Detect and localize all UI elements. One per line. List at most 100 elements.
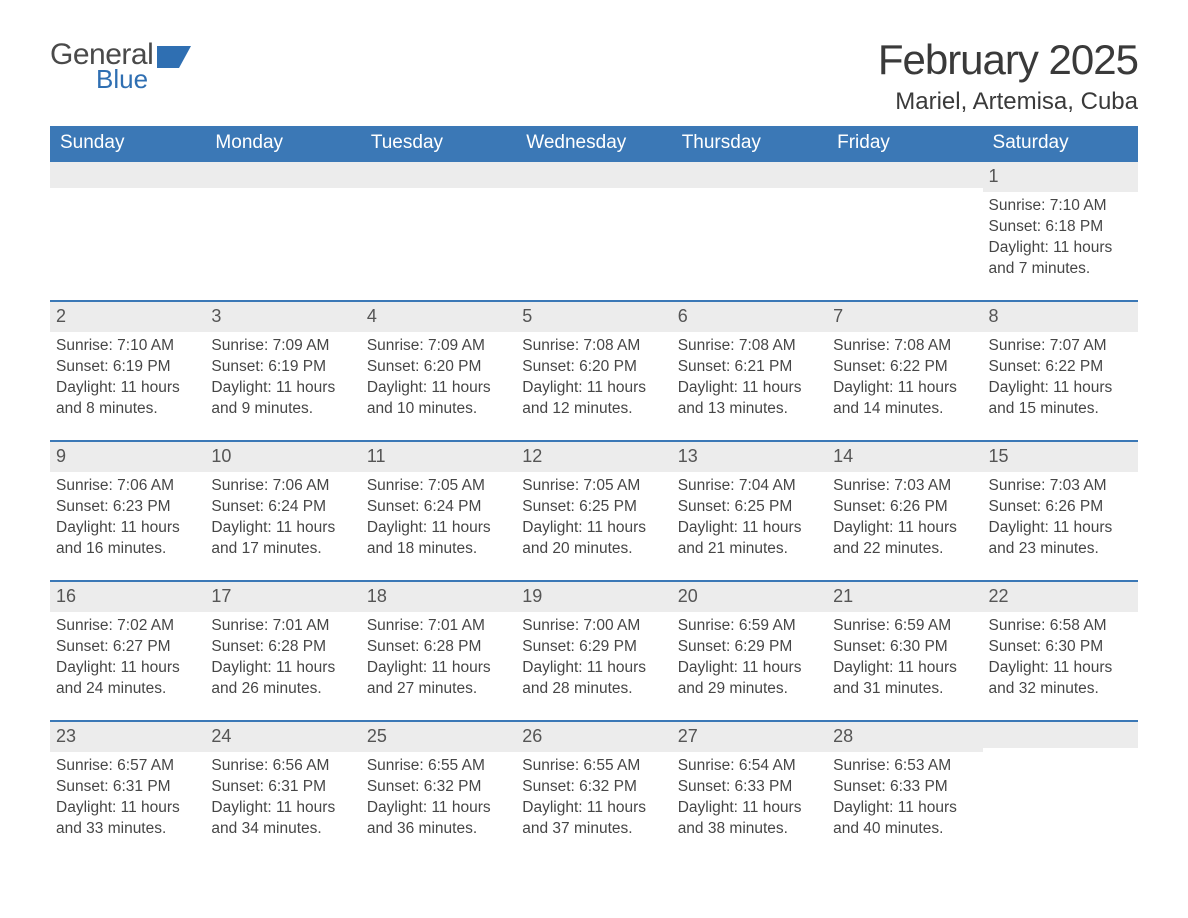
title-block: February 2025 Mariel, Artemisa, Cuba xyxy=(878,36,1138,116)
sunset-line: Sunset: 6:31 PM xyxy=(56,777,199,798)
sunset-line: Sunset: 6:30 PM xyxy=(989,637,1132,658)
daylight-line: Daylight: 11 hours xyxy=(56,798,199,819)
day-number-bar: 14 xyxy=(827,442,982,472)
sunset-line: Sunset: 6:19 PM xyxy=(211,357,354,378)
sunset-line: Sunset: 6:18 PM xyxy=(989,217,1132,238)
weekday-header: Tuesday xyxy=(361,126,516,160)
day-cell: 26Sunrise: 6:55 AMSunset: 6:32 PMDayligh… xyxy=(516,722,671,850)
day-cell: 8Sunrise: 7:07 AMSunset: 6:22 PMDaylight… xyxy=(983,302,1138,430)
day-body: Sunrise: 6:56 AMSunset: 6:31 PMDaylight:… xyxy=(205,752,360,846)
daylight-line: Daylight: 11 hours xyxy=(989,378,1132,399)
day-number: 21 xyxy=(833,586,853,606)
daylight-line: Daylight: 11 hours xyxy=(367,658,510,679)
day-number: 10 xyxy=(211,446,231,466)
weekday-header: Sunday xyxy=(50,126,205,160)
sunrise-line: Sunrise: 6:57 AM xyxy=(56,756,199,777)
daylight-line: Daylight: 11 hours xyxy=(833,658,976,679)
sunrise-line: Sunrise: 7:05 AM xyxy=(522,476,665,497)
day-number: 7 xyxy=(833,306,843,326)
sunset-line: Sunset: 6:30 PM xyxy=(833,637,976,658)
sunrise-line: Sunrise: 7:00 AM xyxy=(522,616,665,637)
day-cell: 7 Sunrise: 7:08 AMSunset: 6:22 PMDaylight… xyxy=(827,302,982,430)
day-number-bar xyxy=(983,722,1138,748)
daylight-line: and 33 minutes. xyxy=(56,819,199,840)
day-cell: 6Sunrise: 7:08 AMSunset: 6:21 PMDaylight… xyxy=(672,302,827,430)
week-row: 1Sunrise: 7:10 AMSunset: 6:18 PMDaylight… xyxy=(50,160,1138,290)
day-number-bar: 19 xyxy=(516,582,671,612)
day-number: 12 xyxy=(522,446,542,466)
sunrise-line: Sunrise: 7:08 AM xyxy=(833,336,976,357)
day-body: Sunrise: 7:09 AMSunset: 6:20 PMDaylight:… xyxy=(361,332,516,426)
sunset-line: Sunset: 6:25 PM xyxy=(678,497,821,518)
day-number: 23 xyxy=(56,726,76,746)
sunset-line: Sunset: 6:20 PM xyxy=(522,357,665,378)
day-cell xyxy=(50,162,205,290)
sunset-line: Sunset: 6:31 PM xyxy=(211,777,354,798)
daylight-line: and 28 minutes. xyxy=(522,679,665,700)
daylight-line: and 34 minutes. xyxy=(211,819,354,840)
day-cell: 18Sunrise: 7:01 AMSunset: 6:28 PMDayligh… xyxy=(361,582,516,710)
day-body: Sunrise: 6:57 AMSunset: 6:31 PMDaylight:… xyxy=(50,752,205,846)
logo: General Blue xyxy=(50,36,191,92)
sunrise-line: Sunrise: 6:59 AM xyxy=(833,616,976,637)
day-cell: 16Sunrise: 7:02 AMSunset: 6:27 PMDayligh… xyxy=(50,582,205,710)
weekday-header-row: SundayMondayTuesdayWednesdayThursdayFrid… xyxy=(50,126,1138,160)
daylight-line: Daylight: 11 hours xyxy=(833,378,976,399)
sunrise-line: Sunrise: 7:03 AM xyxy=(833,476,976,497)
day-body: Sunrise: 6:59 AMSunset: 6:30 PMDaylight:… xyxy=(827,612,982,706)
daylight-line: and 18 minutes. xyxy=(367,539,510,560)
day-number: 14 xyxy=(833,446,853,466)
day-body: Sunrise: 7:09 AMSunset: 6:19 PMDaylight:… xyxy=(205,332,360,426)
day-body: Sunrise: 6:55 AMSunset: 6:32 PMDaylight:… xyxy=(361,752,516,846)
sunset-line: Sunset: 6:22 PM xyxy=(833,357,976,378)
daylight-line: and 27 minutes. xyxy=(367,679,510,700)
day-number-bar: 2 xyxy=(50,302,205,332)
day-cell: 5Sunrise: 7:08 AMSunset: 6:20 PMDaylight… xyxy=(516,302,671,430)
day-cell: 23 Sunrise: 6:57 AMSunset: 6:31 PMDayligh… xyxy=(50,722,205,850)
daylight-line: and 14 minutes. xyxy=(833,399,976,420)
day-cell xyxy=(827,162,982,290)
daylight-line: and 40 minutes. xyxy=(833,819,976,840)
day-number-bar: 9 xyxy=(50,442,205,472)
day-body: Sunrise: 6:53 AMSunset: 6:33 PMDaylight:… xyxy=(827,752,982,846)
day-cell: 21 Sunrise: 6:59 AMSunset: 6:30 PMDayligh… xyxy=(827,582,982,710)
day-cell: 22Sunrise: 6:58 AMSunset: 6:30 PMDayligh… xyxy=(983,582,1138,710)
day-number: 4 xyxy=(367,306,377,326)
daylight-line: and 24 minutes. xyxy=(56,679,199,700)
daylight-line: Daylight: 11 hours xyxy=(367,378,510,399)
day-number-bar xyxy=(361,162,516,188)
sunset-line: Sunset: 6:21 PM xyxy=(678,357,821,378)
day-number-bar: 6 xyxy=(672,302,827,332)
day-number-bar xyxy=(205,162,360,188)
daylight-line: Daylight: 11 hours xyxy=(833,518,976,539)
day-cell: 15Sunrise: 7:03 AMSunset: 6:26 PMDayligh… xyxy=(983,442,1138,570)
day-body: Sunrise: 7:06 AMSunset: 6:24 PMDaylight:… xyxy=(205,472,360,566)
day-cell xyxy=(983,722,1138,850)
weekday-header: Friday xyxy=(827,126,982,160)
sunrise-line: Sunrise: 7:01 AM xyxy=(211,616,354,637)
day-number: 22 xyxy=(989,586,1009,606)
sunrise-line: Sunrise: 7:10 AM xyxy=(989,196,1132,217)
day-number-bar xyxy=(672,162,827,188)
day-number: 13 xyxy=(678,446,698,466)
day-body: Sunrise: 7:01 AMSunset: 6:28 PMDaylight:… xyxy=(361,612,516,706)
day-cell: 11Sunrise: 7:05 AMSunset: 6:24 PMDayligh… xyxy=(361,442,516,570)
sunrise-line: Sunrise: 7:04 AM xyxy=(678,476,821,497)
day-number-bar: 11 xyxy=(361,442,516,472)
day-number-bar: 23 xyxy=(50,722,205,752)
sunrise-line: Sunrise: 7:03 AM xyxy=(989,476,1132,497)
daylight-line: and 26 minutes. xyxy=(211,679,354,700)
day-cell xyxy=(361,162,516,290)
day-number-bar: 12 xyxy=(516,442,671,472)
day-number-bar: 1 xyxy=(983,162,1138,192)
sunrise-line: Sunrise: 7:09 AM xyxy=(367,336,510,357)
day-number-bar: 25 xyxy=(361,722,516,752)
day-number: 15 xyxy=(989,446,1009,466)
day-number-bar: 15 xyxy=(983,442,1138,472)
daylight-line: Daylight: 11 hours xyxy=(211,518,354,539)
daylight-line: and 20 minutes. xyxy=(522,539,665,560)
day-number: 19 xyxy=(522,586,542,606)
day-body: Sunrise: 7:01 AMSunset: 6:28 PMDaylight:… xyxy=(205,612,360,706)
day-number: 11 xyxy=(367,446,386,466)
day-cell xyxy=(516,162,671,290)
